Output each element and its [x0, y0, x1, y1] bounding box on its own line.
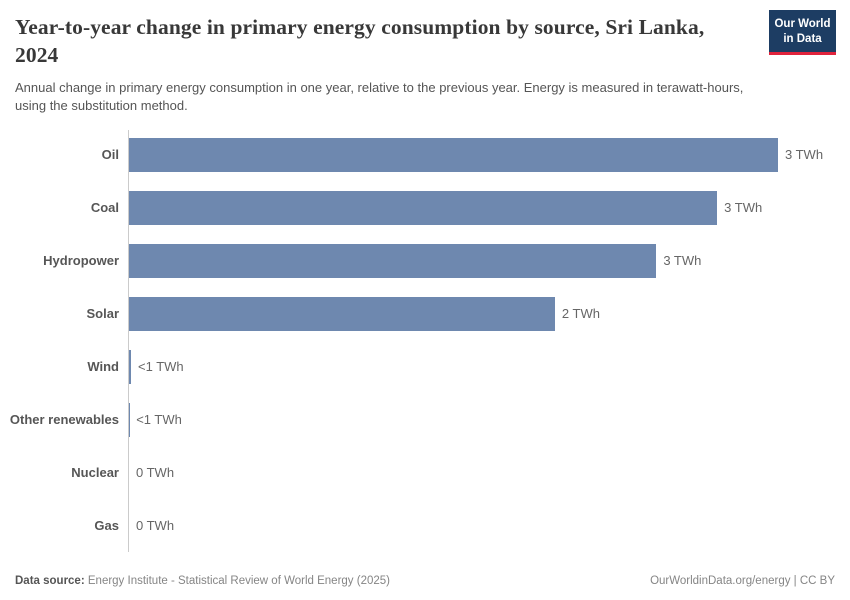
data-source-text: Energy Institute - Statistical Review of…: [87, 575, 390, 587]
bar[interactable]: [129, 243, 657, 278]
value-label: 0 TWh: [136, 465, 175, 480]
bar-chart: Oil 3 TWh Coal 3 TWh Hydropower 3 TWh Solar 2 T…: [0, 128, 850, 552]
chart-row: Oil 3 TWh: [0, 128, 850, 181]
category-label: Wind: [87, 359, 119, 374]
bar-zone: 3 TWh: [129, 128, 850, 181]
chart-subtitle: Annual change in primary energy consumpt…: [15, 79, 744, 114]
chart-footer: Data source: Energy Institute - Statisti…: [15, 575, 835, 587]
chart-row: Wind <1 TWh: [0, 340, 850, 393]
y-axis-line: [128, 130, 129, 552]
bar-zone: <1 TWh: [129, 340, 850, 393]
bar-zone: 3 TWh: [129, 181, 850, 234]
value-label: <1 TWh: [138, 359, 184, 374]
bar[interactable]: [129, 137, 778, 172]
chart-row: Other renewables <1 TWh: [0, 393, 850, 446]
owid-logo-line2: in Data: [783, 32, 822, 45]
bar-zone: 2 TWh: [129, 287, 850, 340]
category-label: Gas: [94, 518, 119, 533]
data-source-label: Data source:: [15, 575, 85, 587]
owid-logo: Our World in Data: [769, 10, 836, 55]
chart-rows: Oil 3 TWh Coal 3 TWh Hydropower 3 TWh Solar 2 T…: [0, 128, 850, 552]
chart-row: Gas 0 TWh: [0, 499, 850, 552]
category-label: Solar: [86, 306, 119, 321]
bar-zone: 0 TWh: [129, 446, 850, 499]
owid-logo-line1: Our World: [774, 18, 831, 30]
page-title: Year-to-year change in primary energy co…: [15, 15, 705, 67]
category-label: Hydropower: [43, 253, 119, 268]
bar-zone: <1 TWh: [129, 393, 850, 446]
value-label: 3 TWh: [663, 253, 702, 268]
chart-row: Coal 3 TWh: [0, 181, 850, 234]
credit-line: OurWorldinData.org/energy | CC BY: [650, 575, 835, 587]
value-label: 3 TWh: [785, 147, 824, 162]
bar[interactable]: [129, 349, 132, 384]
data-source: Data source: Energy Institute - Statisti…: [15, 575, 390, 587]
value-label: <1 TWh: [136, 412, 182, 427]
value-label: 3 TWh: [724, 200, 763, 215]
chart-row: Nuclear 0 TWh: [0, 446, 850, 499]
bar[interactable]: [129, 190, 718, 225]
chart-row: Solar 2 TWh: [0, 287, 850, 340]
bar-zone: 3 TWh: [129, 234, 850, 287]
bar-zone: 0 TWh: [129, 499, 850, 552]
chart-row: Hydropower 3 TWh: [0, 234, 850, 287]
chart-header: Year-to-year change in primary energy co…: [15, 10, 836, 115]
category-label: Other renewables: [9, 412, 119, 427]
category-label: Oil: [101, 147, 119, 162]
value-label: 2 TWh: [561, 306, 600, 321]
bar[interactable]: [129, 296, 555, 331]
category-label: Coal: [90, 200, 119, 215]
value-label: 0 TWh: [136, 518, 175, 533]
category-label: Nuclear: [71, 465, 119, 480]
